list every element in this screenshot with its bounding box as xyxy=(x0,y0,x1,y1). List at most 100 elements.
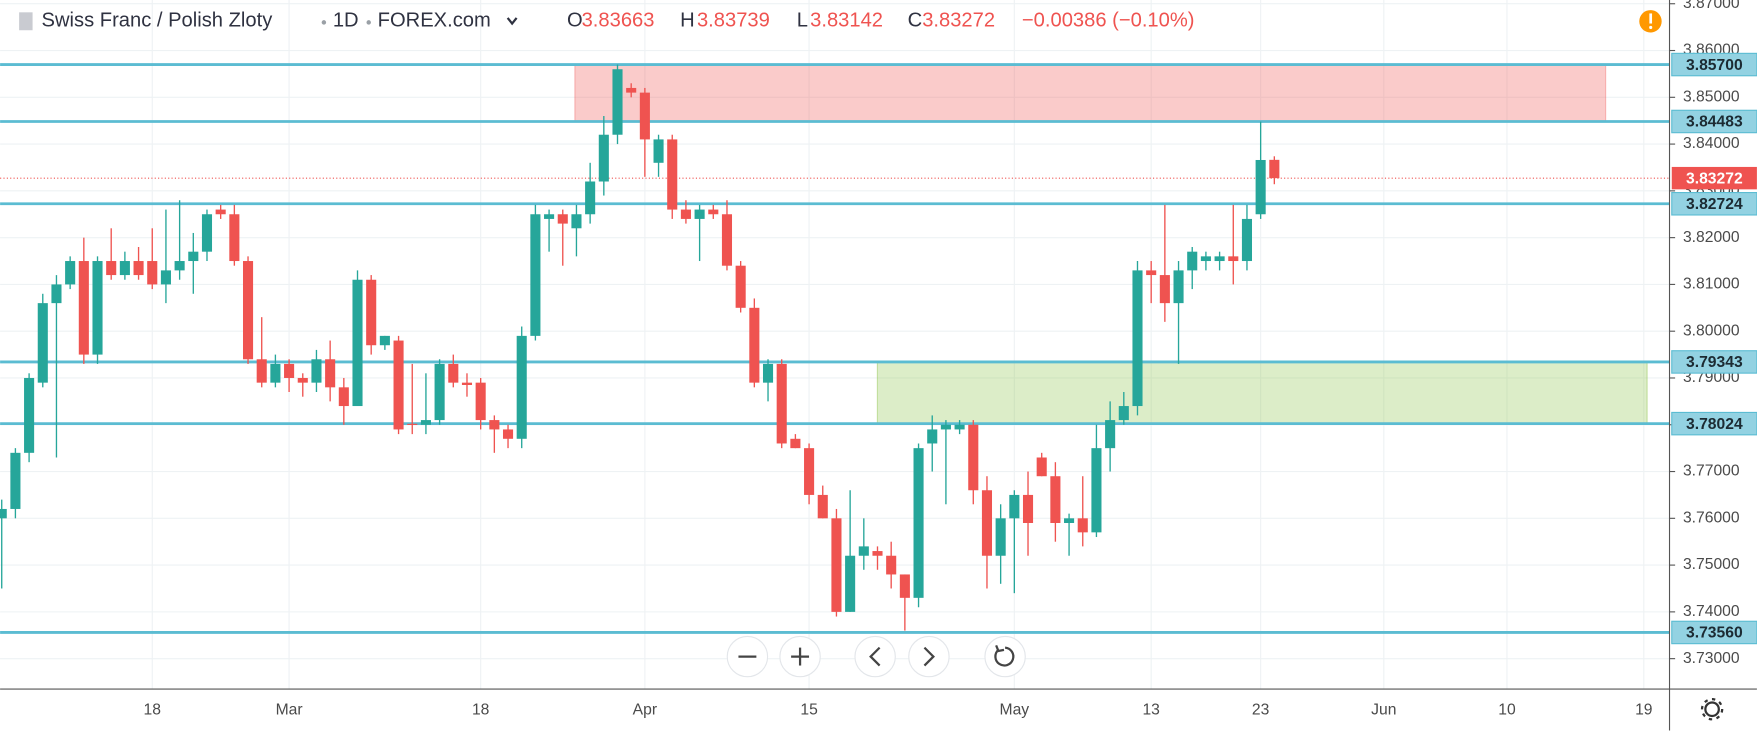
y-tick-label: 3.82000 xyxy=(1683,229,1740,246)
open-value: 3.83663 xyxy=(582,10,655,32)
icon xyxy=(923,646,935,667)
level-label: 3.85700 xyxy=(1686,57,1743,74)
zoom-out-button[interactable] xyxy=(726,635,769,678)
candle-body xyxy=(626,87,637,93)
candle-body xyxy=(1200,256,1211,262)
separator xyxy=(366,20,371,25)
gear-teeth xyxy=(1700,698,1724,721)
candle-body xyxy=(147,261,158,285)
icon xyxy=(869,646,881,667)
candle-body xyxy=(1159,275,1170,304)
level-label: 3.84483 xyxy=(1686,114,1743,131)
candle-body xyxy=(585,181,596,215)
icon xyxy=(994,646,1015,667)
x-tick-label: Jun xyxy=(1371,701,1396,718)
candle-body xyxy=(407,423,418,425)
candle-body xyxy=(242,261,254,360)
zone xyxy=(876,361,1648,425)
candle-body xyxy=(420,420,431,425)
candle-body xyxy=(256,359,267,383)
candle-body xyxy=(188,251,199,262)
y-tick-label: 3.84000 xyxy=(1683,135,1740,152)
x-tick-label: 13 xyxy=(1142,701,1160,718)
candle-body xyxy=(557,214,568,224)
candle-body xyxy=(571,214,582,229)
symbol[interactable]: Swiss Franc / Polish Zloty xyxy=(42,10,274,32)
candle-body xyxy=(174,261,185,271)
candle-body xyxy=(817,494,828,519)
scroll-right-button[interactable] xyxy=(908,635,950,678)
candle-body xyxy=(284,363,295,378)
reset-button[interactable] xyxy=(984,635,1026,678)
candle-body xyxy=(913,448,924,598)
candle-body xyxy=(954,424,965,430)
settings-icon[interactable] xyxy=(1700,698,1724,721)
candle-body xyxy=(1105,420,1116,449)
symbol-icon xyxy=(19,12,33,31)
y-tick-label: 3.77000 xyxy=(1683,463,1740,480)
y-tick-label: 3.81000 xyxy=(1683,276,1740,293)
candle-body xyxy=(51,284,62,304)
alert-dot xyxy=(1649,25,1653,30)
zoom-in-button[interactable] xyxy=(779,635,821,678)
button-bg xyxy=(984,635,1026,678)
candle-body xyxy=(899,574,910,598)
zones xyxy=(574,63,1648,425)
candle-body xyxy=(680,209,691,219)
candle-body xyxy=(1173,270,1184,304)
candle-body xyxy=(215,209,226,215)
candle-body xyxy=(1009,494,1020,519)
candle-body xyxy=(338,387,349,407)
candle-body xyxy=(694,209,705,219)
candle-body xyxy=(1269,159,1280,179)
candle-body xyxy=(544,214,555,219)
x-tick-label: 10 xyxy=(1498,701,1516,718)
candle-body xyxy=(708,209,719,215)
candle-body xyxy=(653,139,664,163)
dropdown-chevron[interactable] xyxy=(506,17,518,26)
x-tick-label: Mar xyxy=(276,701,303,718)
candle-body xyxy=(448,363,459,383)
candle-body xyxy=(24,377,35,453)
change: −0.00386 (−0.10%) xyxy=(1022,10,1195,32)
candle-body xyxy=(119,261,130,276)
alert-icon[interactable] xyxy=(1639,10,1662,33)
interval[interactable]: 1D xyxy=(333,10,359,32)
candle-body xyxy=(434,363,445,421)
current-price-label: 3.83272 xyxy=(1686,170,1743,187)
candle-body xyxy=(858,546,869,556)
candle-body xyxy=(804,448,815,495)
exchange[interactable]: FOREX.com xyxy=(378,10,491,32)
candle-body xyxy=(995,518,1006,556)
x-tick-label: May xyxy=(1000,701,1030,718)
button-bg xyxy=(908,635,950,678)
candle-body xyxy=(639,92,650,140)
candle-body xyxy=(133,261,144,276)
candle-body xyxy=(872,551,883,556)
nav-buttons xyxy=(726,635,1026,678)
candle-body xyxy=(776,363,787,444)
y-tick-label: 3.85000 xyxy=(1683,88,1740,105)
candle-body xyxy=(749,307,760,383)
x-tick-label: 18 xyxy=(144,701,162,718)
candle-body xyxy=(311,359,322,383)
scroll-left-button[interactable] xyxy=(854,635,896,678)
levels xyxy=(0,63,1670,634)
axis-labels: 3.73000 3.74000 3.75000 3.76000 3.77000 3.780… xyxy=(144,0,1757,718)
y-tick-label: 3.87000 xyxy=(1683,0,1740,12)
candle-body xyxy=(981,490,993,556)
x-tick-label: 23 xyxy=(1252,701,1270,718)
close-label: C xyxy=(908,10,923,32)
icon xyxy=(995,644,1005,653)
candle-body xyxy=(475,382,486,421)
candle-body xyxy=(1050,476,1061,523)
zone xyxy=(574,63,1607,123)
low-value: 3.83142 xyxy=(810,10,883,32)
candle-body xyxy=(530,214,541,336)
y-tick-label: 3.74000 xyxy=(1683,603,1740,620)
candle-body xyxy=(1214,256,1225,262)
grid xyxy=(0,0,1670,690)
candle-body xyxy=(366,279,377,346)
